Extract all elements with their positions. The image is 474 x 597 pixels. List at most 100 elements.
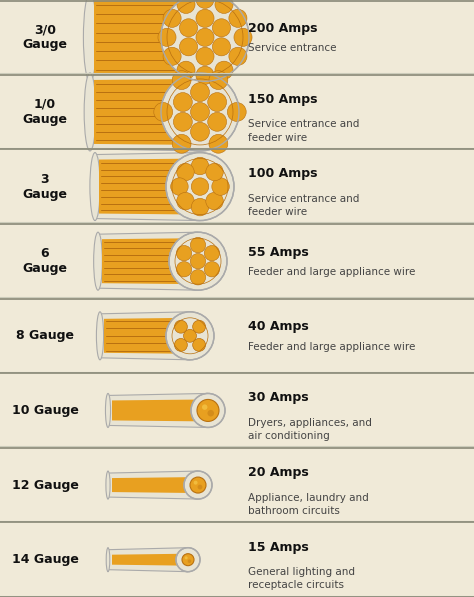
Circle shape (180, 38, 198, 56)
Circle shape (192, 338, 206, 351)
Text: 150 Amps: 150 Amps (248, 93, 318, 106)
FancyBboxPatch shape (0, 373, 474, 448)
Polygon shape (104, 318, 190, 354)
Polygon shape (99, 159, 200, 214)
Text: Service entrance: Service entrance (248, 44, 337, 53)
Text: 40 Amps: 40 Amps (248, 321, 309, 333)
Ellipse shape (94, 232, 102, 290)
Circle shape (196, 47, 214, 65)
Circle shape (196, 0, 214, 8)
Polygon shape (90, 73, 200, 151)
FancyBboxPatch shape (0, 522, 474, 597)
Circle shape (191, 238, 206, 253)
Text: 3
Gauge: 3 Gauge (22, 173, 67, 201)
Text: Feeder and large appliance wire: Feeder and large appliance wire (248, 341, 415, 352)
Circle shape (172, 70, 191, 90)
Circle shape (193, 481, 198, 485)
Circle shape (209, 70, 228, 90)
Circle shape (161, 0, 249, 81)
Polygon shape (98, 232, 198, 290)
Circle shape (191, 254, 206, 269)
Ellipse shape (96, 312, 104, 360)
Circle shape (208, 93, 227, 112)
Polygon shape (108, 547, 188, 572)
Text: 200 Amps: 200 Amps (248, 22, 318, 35)
Circle shape (202, 404, 208, 410)
Circle shape (215, 61, 233, 79)
Circle shape (191, 393, 225, 427)
Polygon shape (112, 553, 188, 566)
FancyBboxPatch shape (0, 448, 474, 522)
Polygon shape (112, 477, 198, 493)
Text: 20 Amps: 20 Amps (248, 466, 309, 479)
Text: 3/0
Gauge: 3/0 Gauge (22, 23, 67, 51)
Circle shape (176, 547, 200, 572)
Circle shape (176, 245, 191, 261)
Ellipse shape (106, 547, 110, 572)
Circle shape (171, 178, 188, 195)
Circle shape (206, 163, 223, 181)
Polygon shape (102, 238, 198, 284)
Circle shape (208, 410, 214, 417)
Circle shape (229, 10, 247, 27)
Circle shape (209, 134, 228, 153)
FancyBboxPatch shape (0, 298, 474, 373)
Circle shape (161, 73, 239, 151)
Circle shape (166, 312, 214, 360)
Text: 55 Amps: 55 Amps (248, 246, 309, 259)
Circle shape (191, 270, 206, 285)
Text: 15 Amps: 15 Amps (248, 540, 309, 553)
Text: General lighting and
receptacle circuits: General lighting and receptacle circuits (248, 567, 355, 590)
Circle shape (191, 157, 209, 175)
Circle shape (196, 10, 214, 27)
Text: 10 Gauge: 10 Gauge (11, 404, 78, 417)
Polygon shape (108, 471, 198, 499)
Circle shape (182, 553, 194, 566)
Polygon shape (112, 399, 208, 421)
Circle shape (212, 19, 230, 37)
Circle shape (196, 66, 214, 84)
Circle shape (204, 245, 219, 261)
Circle shape (177, 163, 194, 181)
Circle shape (212, 178, 229, 195)
Circle shape (204, 261, 219, 277)
Circle shape (184, 471, 212, 499)
Ellipse shape (105, 393, 110, 427)
Text: 6
Gauge: 6 Gauge (22, 247, 67, 275)
Ellipse shape (84, 73, 96, 151)
Circle shape (173, 112, 192, 131)
Text: 8 Gauge: 8 Gauge (16, 330, 74, 342)
Circle shape (191, 178, 209, 195)
Circle shape (166, 153, 234, 220)
Circle shape (215, 0, 233, 14)
Circle shape (196, 28, 214, 47)
Circle shape (191, 103, 210, 121)
Circle shape (174, 321, 187, 333)
Text: 30 Amps: 30 Amps (248, 391, 309, 404)
Circle shape (177, 0, 195, 14)
Text: Service entrance and
feeder wire: Service entrance and feeder wire (248, 194, 359, 217)
FancyBboxPatch shape (0, 224, 474, 298)
Text: 1/0
Gauge: 1/0 Gauge (22, 98, 67, 126)
Circle shape (191, 198, 209, 216)
Circle shape (176, 261, 191, 277)
Polygon shape (94, 79, 200, 145)
Circle shape (169, 232, 227, 290)
Circle shape (163, 47, 181, 65)
Circle shape (174, 338, 187, 351)
Ellipse shape (90, 153, 100, 220)
Circle shape (198, 485, 202, 490)
Circle shape (191, 83, 210, 101)
Circle shape (180, 19, 198, 37)
Polygon shape (108, 393, 208, 427)
Polygon shape (90, 0, 205, 81)
Circle shape (163, 10, 181, 27)
Text: Feeder and large appliance wire: Feeder and large appliance wire (248, 267, 415, 277)
Circle shape (172, 134, 191, 153)
Circle shape (229, 47, 247, 65)
Polygon shape (95, 153, 200, 220)
Circle shape (173, 93, 192, 112)
Circle shape (234, 28, 252, 47)
Circle shape (190, 477, 206, 493)
Circle shape (177, 192, 194, 210)
